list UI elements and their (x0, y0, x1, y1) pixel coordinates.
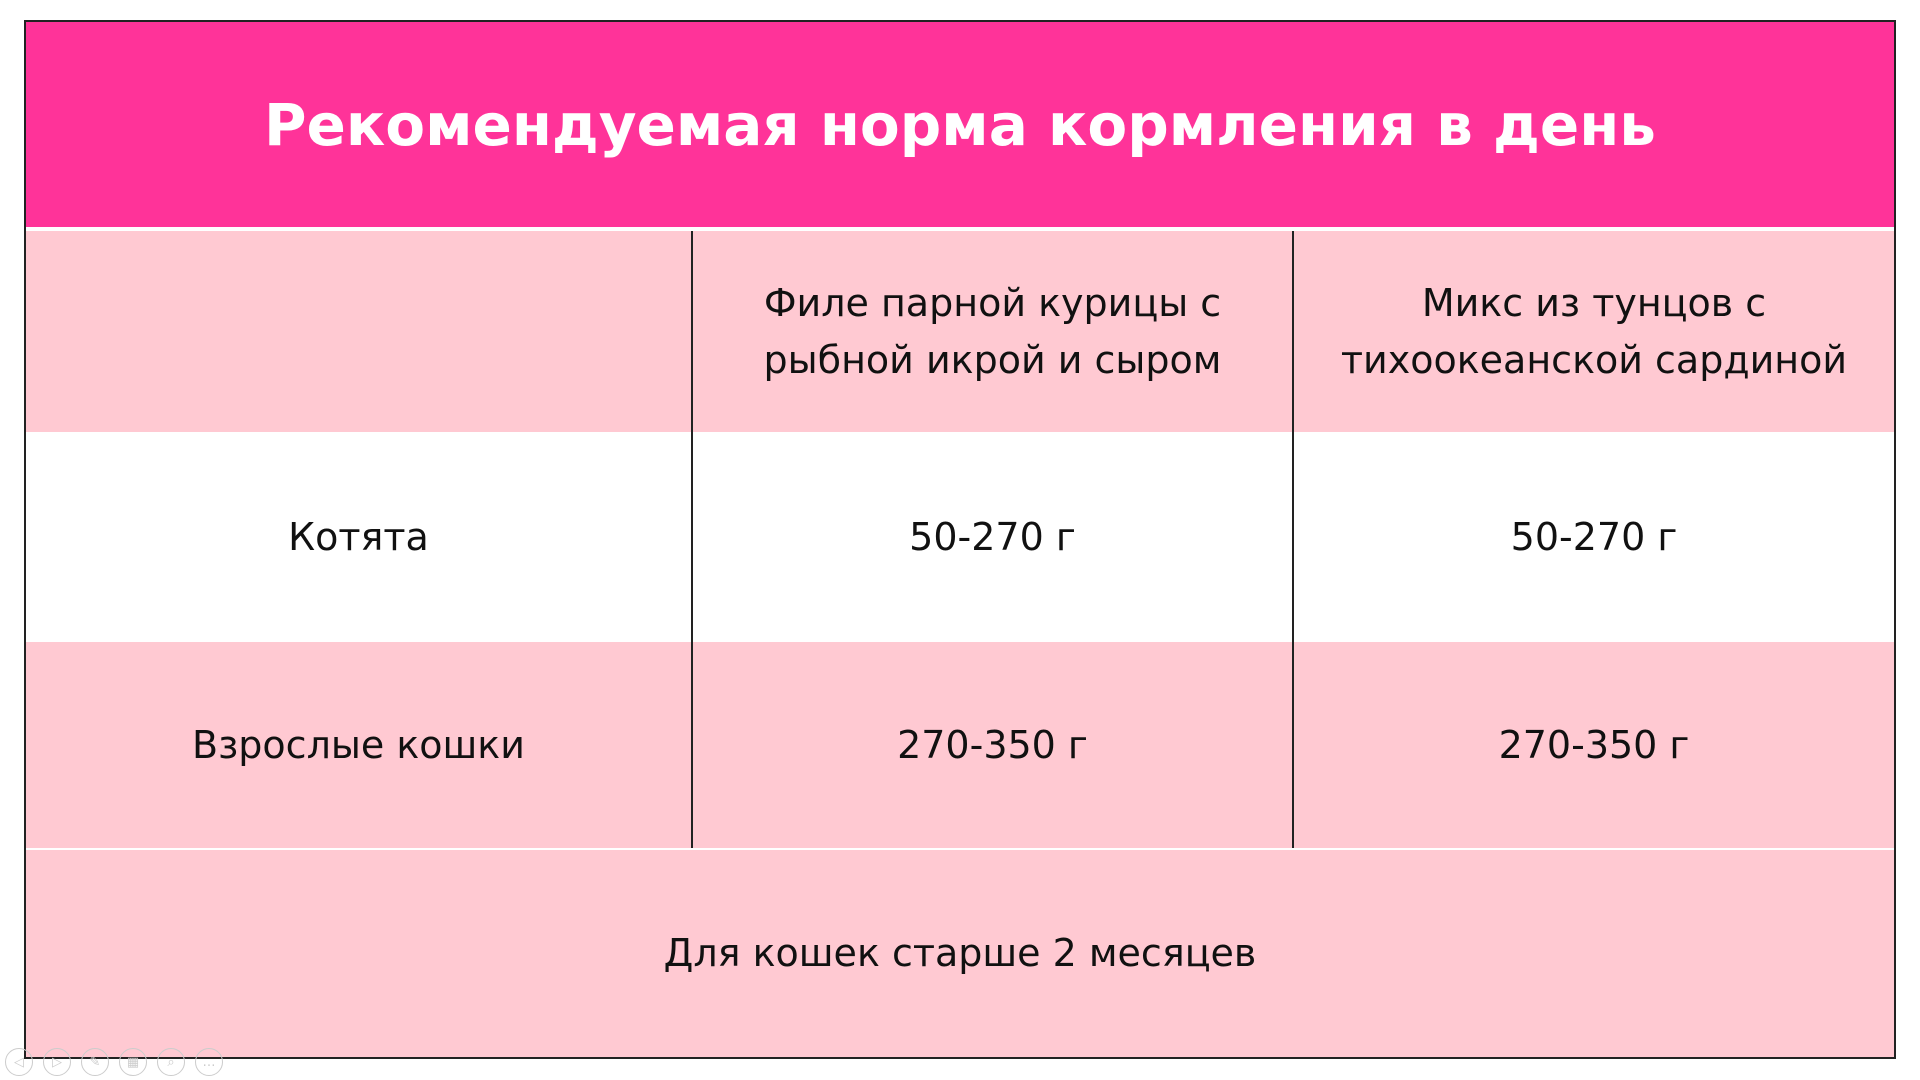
table-cell: 50-270 г (1294, 432, 1894, 642)
table-cell: 270-350 г (693, 642, 1294, 848)
feeding-table: Рекомендуемая норма кормления в день Фил… (24, 20, 1896, 1059)
pen-icon[interactable]: ✎ (81, 1048, 109, 1076)
table-title: Рекомендуемая норма кормления в день (26, 22, 1894, 227)
more-icon[interactable]: … (195, 1048, 223, 1076)
zoom-icon[interactable]: ⌕ (157, 1048, 185, 1076)
header-cell (26, 231, 693, 432)
header-cell: Микс из тунцов с тихоокеанской сардиной (1294, 231, 1894, 432)
header-row: Филе парной курицы с рыбной икрой и сыро… (26, 231, 1894, 432)
table-cell: 270-350 г (1294, 642, 1894, 848)
row-label: Котята (26, 432, 693, 642)
table-row: Котята 50-270 г 50-270 г (26, 432, 1894, 642)
table-row: Взрослые кошки 270-350 г 270-350 г (26, 642, 1894, 848)
table-cell: 50-270 г (693, 432, 1294, 642)
next-icon[interactable]: ▷ (43, 1048, 71, 1076)
row-label: Взрослые кошки (26, 642, 693, 848)
footer-cell: Для кошек старше 2 месяцев (26, 850, 1894, 1057)
header-cell: Филе парной курицы с рыбной икрой и сыро… (693, 231, 1294, 432)
previous-icon[interactable]: ◁ (5, 1048, 33, 1076)
slides-icon[interactable]: ▦ (119, 1048, 147, 1076)
footer-row: Для кошек старше 2 месяцев (26, 850, 1894, 1057)
